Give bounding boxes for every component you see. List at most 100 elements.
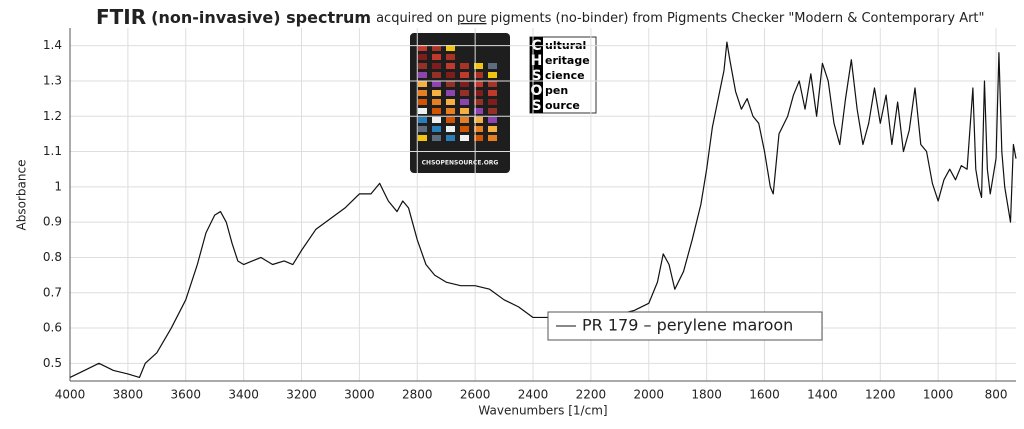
logo-letter: O	[531, 83, 543, 99]
card-swatch	[418, 99, 427, 105]
card-swatch	[446, 63, 455, 69]
card-swatch	[418, 90, 427, 96]
card-swatch	[446, 126, 455, 132]
x-axis-label: Wavenumbers [1/cm]	[478, 404, 607, 418]
card-text: CHSOPENSOURCE.ORG	[422, 160, 499, 167]
x-tick-label: 4000	[55, 388, 86, 402]
x-tick-label: 3400	[228, 388, 259, 402]
card-swatch	[488, 90, 497, 96]
card-swatch	[446, 72, 455, 78]
card-swatch	[446, 81, 455, 87]
card-swatch	[432, 117, 441, 123]
grid	[69, 28, 1016, 381]
logo-word: eritage	[545, 54, 590, 67]
x-tick-label: 3800	[113, 388, 144, 402]
card-swatch	[432, 45, 441, 51]
x-tick-label: 1600	[749, 388, 780, 402]
x-tick-label: 2600	[460, 388, 491, 402]
title-part: pigments (no-binder) from Pigments Check…	[491, 11, 985, 26]
x-tick-label: 1000	[923, 388, 954, 402]
card-swatch	[418, 72, 427, 78]
card-swatch	[446, 108, 455, 114]
card-swatch	[446, 117, 455, 123]
y-tick-label: 0.8	[43, 250, 62, 264]
card-swatch	[418, 135, 427, 141]
x-tick-label: 3200	[286, 388, 317, 402]
card-swatch	[446, 90, 455, 96]
title-part: FTIR	[96, 5, 146, 29]
card-swatch	[432, 63, 441, 69]
card-swatch	[418, 117, 427, 123]
card-swatch	[432, 54, 441, 60]
card-swatch	[488, 126, 497, 132]
card-swatch	[474, 90, 483, 96]
logo-letter: S	[531, 98, 541, 114]
card-swatch	[488, 108, 497, 114]
card-swatch	[460, 72, 469, 78]
card-swatch	[474, 99, 483, 105]
logo-word: pen	[545, 84, 568, 97]
chart-title: FTIR (non-invasive) spectrum acquired on pu…	[96, 5, 985, 29]
x-tick-label: 2000	[633, 388, 664, 402]
card-swatch	[460, 90, 469, 96]
title-part: (non-invasive) spectrum	[151, 8, 371, 27]
card-swatch	[460, 126, 469, 132]
x-tick-label: 1200	[865, 388, 896, 402]
logo-card: CHSOPENSOURCE.ORG	[410, 33, 510, 173]
card-swatch	[418, 81, 427, 87]
card-swatch	[432, 108, 441, 114]
title-part: acquired on	[376, 11, 453, 26]
card-swatch	[432, 81, 441, 87]
card-swatch	[488, 72, 497, 78]
card-swatch	[474, 135, 483, 141]
card-swatch	[446, 99, 455, 105]
y-tick-label: 0.9	[43, 215, 62, 229]
card-swatch	[474, 81, 483, 87]
y-tick-label: 1.3	[43, 73, 62, 87]
card-swatch	[488, 81, 497, 87]
card-swatch	[488, 135, 497, 141]
x-tick-label: 1800	[691, 388, 722, 402]
card-swatch	[432, 90, 441, 96]
x-tick-label: 800	[985, 388, 1008, 402]
card-swatch	[432, 99, 441, 105]
card-swatch	[460, 81, 469, 87]
card-swatch	[474, 126, 483, 132]
card-swatch	[488, 117, 497, 123]
card-swatch	[460, 135, 469, 141]
card-swatch	[488, 63, 497, 69]
card-swatch	[460, 117, 469, 123]
card-swatch	[418, 126, 427, 132]
y-tick-label: 0.7	[43, 285, 62, 299]
card-swatch	[432, 126, 441, 132]
x-tick-label: 2400	[518, 388, 549, 402]
x-tick-label: 3600	[170, 388, 201, 402]
y-tick-label: 1.2	[43, 109, 62, 123]
card-swatch	[460, 63, 469, 69]
logo-word: cience	[545, 69, 585, 82]
card-swatch	[460, 108, 469, 114]
card-swatch	[488, 99, 497, 105]
card-swatch	[474, 63, 483, 69]
card-swatch	[474, 108, 483, 114]
x-tick-label: 1400	[807, 388, 838, 402]
y-tick-label: 1.4	[43, 38, 62, 52]
card-swatch	[446, 135, 455, 141]
y-tick-label: 1.1	[43, 144, 62, 158]
card-swatch	[418, 108, 427, 114]
card-swatch	[474, 72, 483, 78]
logo-letter: H	[531, 53, 543, 69]
card-swatch	[418, 45, 427, 51]
y-tick-label: 1	[54, 179, 62, 193]
logo-word: ource	[545, 99, 580, 112]
legend-box	[547, 311, 823, 341]
card-swatch	[460, 99, 469, 105]
card-swatch	[418, 63, 427, 69]
x-tick-label: 2200	[576, 388, 607, 402]
card-swatch	[432, 72, 441, 78]
y-tick-label: 0.5	[43, 356, 62, 370]
spectrum-line	[69, 41, 1017, 379]
x-tick-label: 3000	[344, 388, 375, 402]
